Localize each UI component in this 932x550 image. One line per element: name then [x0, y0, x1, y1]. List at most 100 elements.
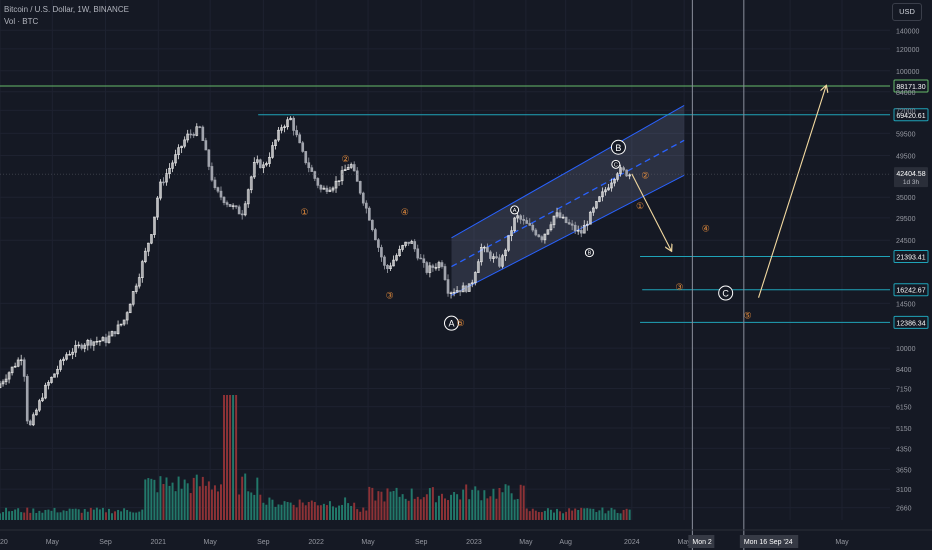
currency-button[interactable]: USD: [892, 3, 922, 21]
time-axis[interactable]: 2020 May Sep 2021 May Sep 2022 May Sep 2023 May Aug…: [0, 529, 932, 548]
channel-median-line[interactable]: [451, 139, 685, 268]
candle-body: [416, 248, 420, 259]
volume-bar: [434, 502, 437, 520]
volume-bar: [126, 510, 129, 520]
wave-labels: A B C A B C ① ② ③ ④ ⑤ ① ② ③ ④ ⑤: [300, 139, 752, 331]
volume-bar: [586, 508, 589, 520]
wave-label-orange: ②: [641, 170, 649, 180]
volume-bar: [107, 508, 110, 520]
volume-bar: [404, 498, 407, 520]
volume-bar: [571, 510, 574, 520]
volume-bar: [65, 510, 68, 520]
candle-body: [22, 359, 26, 377]
volume-bar: [80, 512, 83, 520]
candle-body: [555, 212, 559, 217]
horizontal-levels[interactable]: [0, 85, 890, 323]
volume-bar: [619, 513, 622, 520]
volume-bar: [395, 487, 398, 520]
candle-body: [501, 255, 504, 267]
wave-label-text: C: [722, 289, 729, 299]
price-tick-label: 49500: [896, 153, 916, 160]
candle-body: [19, 359, 23, 361]
volume-bar: [456, 494, 459, 520]
candle-body: [374, 229, 377, 241]
projection-arrow[interactable]: [631, 173, 671, 251]
candle-body: [262, 164, 265, 169]
volume-bar: [307, 501, 310, 520]
volume-bar: [613, 509, 616, 520]
channel-lower-line[interactable]: [451, 174, 685, 296]
volume-bar: [437, 495, 440, 520]
volume-bar: [195, 474, 198, 520]
volume-bar: [522, 485, 525, 520]
volume-bar: [98, 509, 101, 520]
volume-bar: [374, 500, 377, 520]
volume-bar: [598, 510, 601, 520]
volume-bar: [483, 490, 486, 520]
candle-body: [479, 246, 483, 263]
time-tick-label: May: [204, 539, 218, 546]
volume-bar: [147, 478, 150, 520]
candle-body: [582, 224, 586, 234]
projection-arrow[interactable]: [758, 86, 826, 298]
volume-bar: [401, 494, 404, 520]
candle-body: [610, 182, 613, 189]
candle-body: [204, 140, 208, 151]
candle-body: [319, 184, 323, 190]
price-axis[interactable]: 88171.30 69420.61 21393.41 16242.67 12386.34…: [0, 0, 932, 530]
candle-body: [386, 264, 389, 269]
volume-bar: [534, 510, 537, 520]
volume-bar: [362, 507, 365, 520]
candle-body: [65, 354, 68, 360]
candle-body: [41, 397, 44, 402]
volume-bar: [549, 509, 552, 520]
candle-body: [259, 159, 262, 169]
volume-bar: [2, 512, 5, 520]
candle-body: [431, 265, 435, 268]
volume-bar: [223, 395, 225, 520]
volume-bar: [271, 499, 274, 520]
volume-bar: [168, 485, 171, 520]
volume-bar: [610, 507, 613, 520]
candle-body: [579, 230, 583, 234]
wave-label-orange: ⑤: [744, 311, 752, 321]
wave-label-circle: [443, 315, 459, 331]
volume-bar: [253, 494, 256, 520]
candle-body: [59, 360, 62, 370]
candle-body: [186, 133, 190, 141]
volume-bar: [359, 511, 362, 520]
projection-arrows[interactable]: [631, 86, 826, 298]
current-price-tag: [894, 167, 928, 188]
candle-body: [16, 359, 20, 367]
volume-bar: [422, 497, 425, 520]
candle-body: [268, 156, 271, 164]
candle-body: [89, 339, 93, 346]
volume-bar: [556, 508, 558, 520]
volume-bar: [68, 508, 71, 520]
volume-bar: [492, 488, 495, 520]
candle-body: [543, 233, 547, 241]
wave-label-text: B: [588, 251, 592, 257]
price-tick-label: 3650: [896, 468, 912, 475]
candle-body: [389, 265, 392, 269]
volume-bar: [262, 502, 265, 520]
candle-body: [134, 285, 138, 292]
volume-bar: [156, 492, 159, 520]
candle-body: [392, 259, 395, 267]
volume-bar: [44, 509, 47, 520]
volume-bar: [392, 490, 395, 520]
candle-body: [110, 331, 114, 337]
price-tick-label: 5150: [896, 426, 912, 433]
volume-bar: [498, 487, 501, 520]
volume-bar: [259, 494, 262, 520]
candle-body: [122, 319, 126, 325]
candle-body: [210, 166, 214, 181]
candle-body: [355, 170, 359, 182]
candle-body: [101, 337, 105, 342]
candle-body: [328, 189, 332, 192]
channel-upper-line[interactable]: [451, 105, 685, 239]
candle-body: [489, 251, 492, 259]
vertical-lines[interactable]: [691, 0, 745, 550]
volume-bar: [159, 476, 162, 520]
